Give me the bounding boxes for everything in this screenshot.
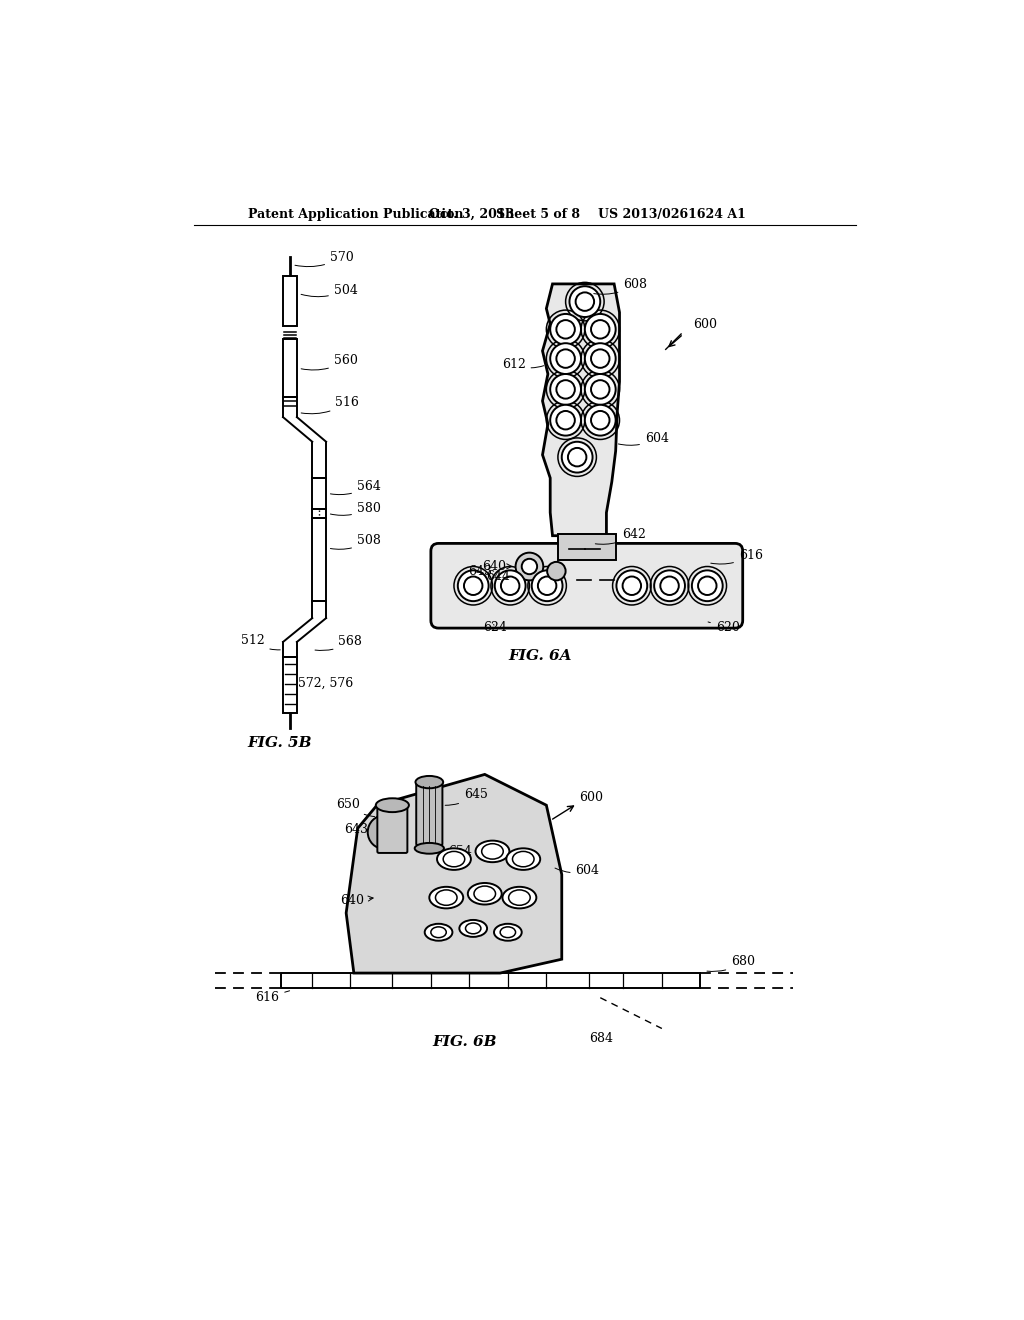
Bar	[281, 973, 700, 989]
Ellipse shape	[475, 841, 509, 862]
Text: 650: 650	[337, 797, 375, 817]
Circle shape	[654, 570, 685, 601]
Text: FIG. 6B: FIG. 6B	[432, 1035, 497, 1049]
Ellipse shape	[468, 883, 502, 904]
Circle shape	[531, 570, 562, 601]
Circle shape	[585, 343, 615, 374]
Circle shape	[585, 314, 615, 345]
Text: Patent Application Publication: Patent Application Publication	[248, 209, 463, 222]
Ellipse shape	[437, 849, 471, 870]
Circle shape	[458, 570, 488, 601]
Circle shape	[515, 553, 544, 581]
Text: 654: 654	[432, 845, 472, 858]
Bar	[312, 517, 326, 601]
Text: 516: 516	[301, 396, 359, 413]
Text: 616: 616	[711, 549, 763, 564]
Circle shape	[550, 343, 581, 374]
Text: FIG. 6A: FIG. 6A	[508, 649, 571, 664]
Text: 612: 612	[502, 358, 544, 371]
Text: 643: 643	[345, 822, 382, 836]
Circle shape	[550, 374, 581, 405]
Circle shape	[569, 286, 600, 317]
Text: 604: 604	[555, 865, 600, 878]
Text: FIG. 5B: FIG. 5B	[248, 735, 312, 750]
Text: 608: 608	[594, 277, 647, 294]
Text: 568: 568	[315, 635, 362, 651]
Text: 620: 620	[708, 622, 739, 634]
Circle shape	[692, 570, 723, 601]
Text: 560: 560	[301, 354, 357, 370]
Circle shape	[616, 570, 647, 601]
Text: Sheet 5 of 8: Sheet 5 of 8	[496, 209, 580, 222]
Text: 645: 645	[445, 788, 487, 805]
Ellipse shape	[416, 776, 443, 788]
Text: 600: 600	[692, 318, 717, 331]
Text: 616: 616	[255, 991, 290, 1003]
Text: 640: 640	[481, 560, 512, 573]
Polygon shape	[543, 284, 620, 536]
Ellipse shape	[376, 799, 409, 812]
Text: 600: 600	[580, 792, 603, 804]
Text: 624: 624	[483, 622, 507, 634]
Ellipse shape	[506, 849, 541, 870]
Text: 684: 684	[589, 1032, 612, 1045]
Text: 580: 580	[331, 502, 381, 515]
FancyBboxPatch shape	[416, 780, 442, 845]
Bar	[312, 478, 326, 508]
Text: 570: 570	[295, 251, 353, 267]
Circle shape	[550, 405, 581, 436]
Circle shape	[495, 570, 525, 601]
Bar	[283, 276, 297, 326]
FancyBboxPatch shape	[378, 804, 408, 853]
Circle shape	[550, 314, 581, 345]
Circle shape	[521, 558, 538, 574]
Circle shape	[562, 442, 593, 473]
Text: 504: 504	[301, 284, 357, 297]
Text: 512: 512	[241, 635, 281, 649]
Circle shape	[368, 816, 401, 849]
Bar	[558, 535, 615, 561]
Text: 643: 643	[469, 565, 493, 578]
Ellipse shape	[494, 924, 521, 941]
Text: 642: 642	[595, 528, 646, 544]
Ellipse shape	[425, 924, 453, 941]
Bar	[283, 657, 297, 713]
Text: 640: 640	[340, 894, 373, 907]
Text: 644: 644	[486, 570, 510, 583]
Bar	[283, 339, 297, 397]
Ellipse shape	[429, 887, 463, 908]
Ellipse shape	[460, 920, 487, 937]
Ellipse shape	[503, 887, 537, 908]
Circle shape	[585, 405, 615, 436]
Polygon shape	[346, 775, 562, 973]
FancyBboxPatch shape	[431, 544, 742, 628]
Text: 564: 564	[331, 479, 381, 495]
Text: Oct. 3, 2013: Oct. 3, 2013	[429, 209, 515, 222]
Text: 508: 508	[331, 535, 381, 549]
Text: US 2013/0261624 A1: US 2013/0261624 A1	[598, 209, 745, 222]
Ellipse shape	[415, 843, 444, 854]
Circle shape	[585, 374, 615, 405]
Circle shape	[547, 562, 565, 581]
Text: 680: 680	[707, 956, 755, 972]
Text: 604: 604	[618, 432, 669, 445]
Text: 572, 576: 572, 576	[298, 677, 353, 689]
